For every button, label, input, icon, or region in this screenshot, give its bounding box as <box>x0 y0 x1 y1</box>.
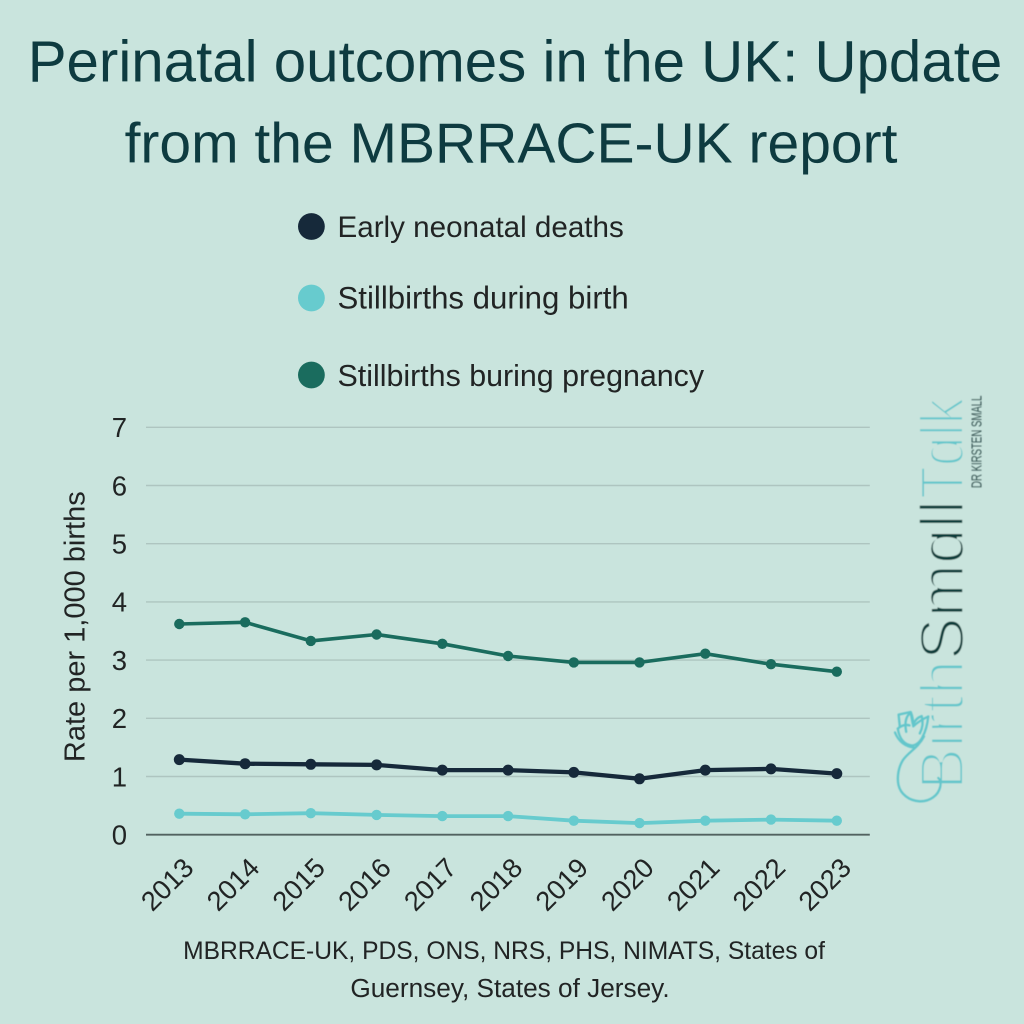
svg-text:Stillbirths during birth: Stillbirths during birth <box>338 281 629 316</box>
svg-text:Stillbirths buring pregnancy: Stillbirths buring pregnancy <box>338 359 705 393</box>
svg-text:4: 4 <box>112 587 127 618</box>
svg-text:6: 6 <box>112 470 127 501</box>
svg-text:Smɑll: Smɑll <box>909 500 978 660</box>
svg-text:1: 1 <box>112 761 127 792</box>
svg-text:Tɑlk: Tɑlk <box>909 397 978 499</box>
svg-text:from the MBRRACE-UK report: from the MBRRACE-UK report <box>125 111 898 175</box>
svg-text:Birth: Birth <box>909 660 978 790</box>
svg-text:0: 0 <box>112 820 127 851</box>
svg-text:DR KIRSTEN SMALL: DR KIRSTEN SMALL <box>970 396 986 489</box>
svg-text:5: 5 <box>112 529 127 560</box>
svg-text:Perinatal outcomes in the UK:: Perinatal outcomes in the UK: Update <box>28 29 1003 94</box>
svg-text:3: 3 <box>112 645 127 676</box>
svg-text:Early neonatal deaths: Early neonatal deaths <box>338 211 624 244</box>
svg-text:Guernsey, States of Jersey.: Guernsey, States of Jersey. <box>350 973 669 1003</box>
svg-text:7: 7 <box>112 412 127 443</box>
svg-text:Birth: Birth <box>909 660 978 790</box>
svg-text:Rate per 1,000 births: Rate per 1,000 births <box>60 491 92 762</box>
svg-text:2: 2 <box>112 703 127 734</box>
svg-text:Smɑll: Smɑll <box>909 500 978 660</box>
svg-text:Tɑlk: Tɑlk <box>909 397 978 499</box>
svg-text:MBRRACE-UK, PDS, ONS, NRS, PHS: MBRRACE-UK, PDS, ONS, NRS, PHS, NIMATS, … <box>183 938 825 965</box>
